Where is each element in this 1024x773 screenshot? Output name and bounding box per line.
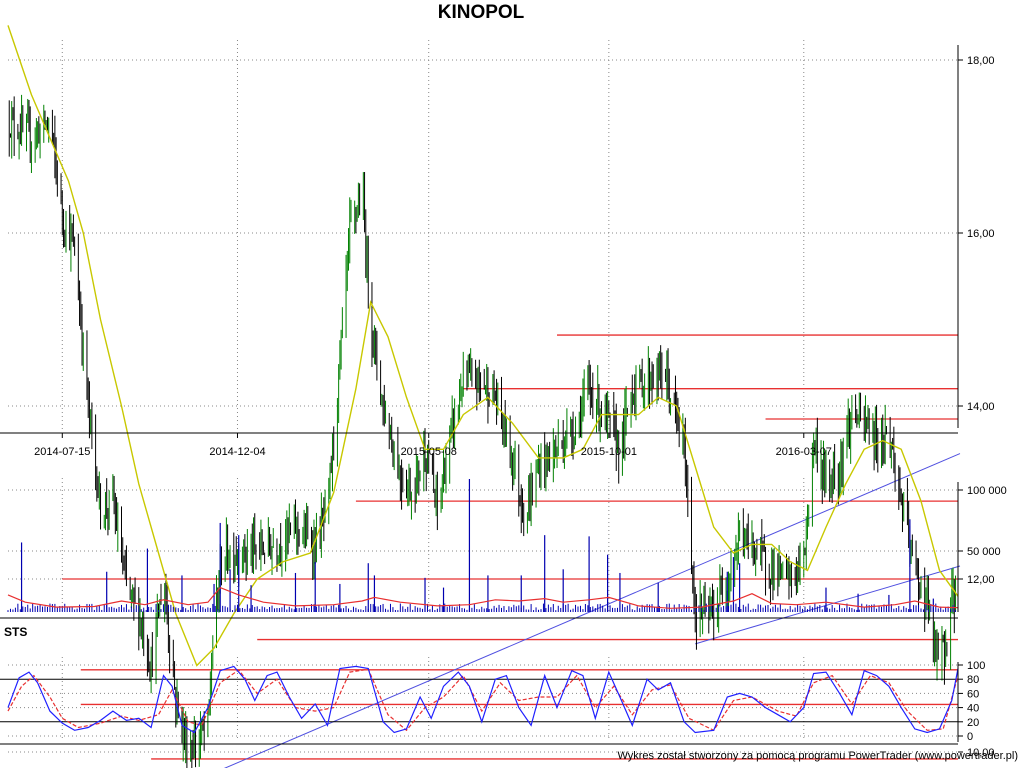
stochastic-tick-label: 80 xyxy=(967,674,979,686)
x-tick-label: 2015-10-01 xyxy=(581,446,637,458)
volume-tick-label: 50 000 xyxy=(967,546,1001,558)
stochastic-series xyxy=(0,665,959,734)
volume-average-line xyxy=(7,586,959,609)
trend-line xyxy=(695,565,961,645)
axis-labels: 10,00 12,00 14,00 16,00 18,00 50 000 100 000 0 2… xyxy=(34,55,1007,759)
grid xyxy=(8,40,958,753)
stochastic-tick-label: 0 xyxy=(967,731,973,743)
chart-title: KINOPOL xyxy=(437,2,525,23)
price-tick-label: 16,00 xyxy=(967,228,995,240)
stochastic-tick-label: 100 xyxy=(967,660,985,672)
stochastic-tick-label: 40 xyxy=(967,703,979,715)
stochastic-tick-label: 60 xyxy=(967,688,979,700)
price-tick-label: 12,00 xyxy=(967,574,995,586)
x-tick-label: 2015-05-08 xyxy=(401,446,457,458)
stochastic-k-line xyxy=(7,665,959,734)
moving-average-line xyxy=(7,25,959,667)
stochastic-panel-title: STS xyxy=(4,625,28,639)
volume-series xyxy=(7,479,959,612)
x-tick-label: 2014-12-04 xyxy=(209,446,265,458)
horizontal-levels xyxy=(62,334,958,760)
axes xyxy=(0,45,963,753)
price-tick-label: 10,00 xyxy=(967,747,995,759)
x-tick-label: 2016-03-07 xyxy=(776,446,832,458)
price-tick-label: 14,00 xyxy=(967,401,995,413)
price-series xyxy=(8,94,957,773)
price-tick-label: 18,00 xyxy=(967,55,995,67)
moving-average-series xyxy=(7,25,959,667)
stochastic-d-line xyxy=(7,668,959,732)
volume-tick-label: 100 000 xyxy=(967,485,1007,497)
stochastic-tick-label: 20 xyxy=(967,717,979,729)
x-tick-label: 2014-07-15 xyxy=(34,446,90,458)
footer-credit: Wykres został stworzony za pomocą progra… xyxy=(617,750,1018,762)
